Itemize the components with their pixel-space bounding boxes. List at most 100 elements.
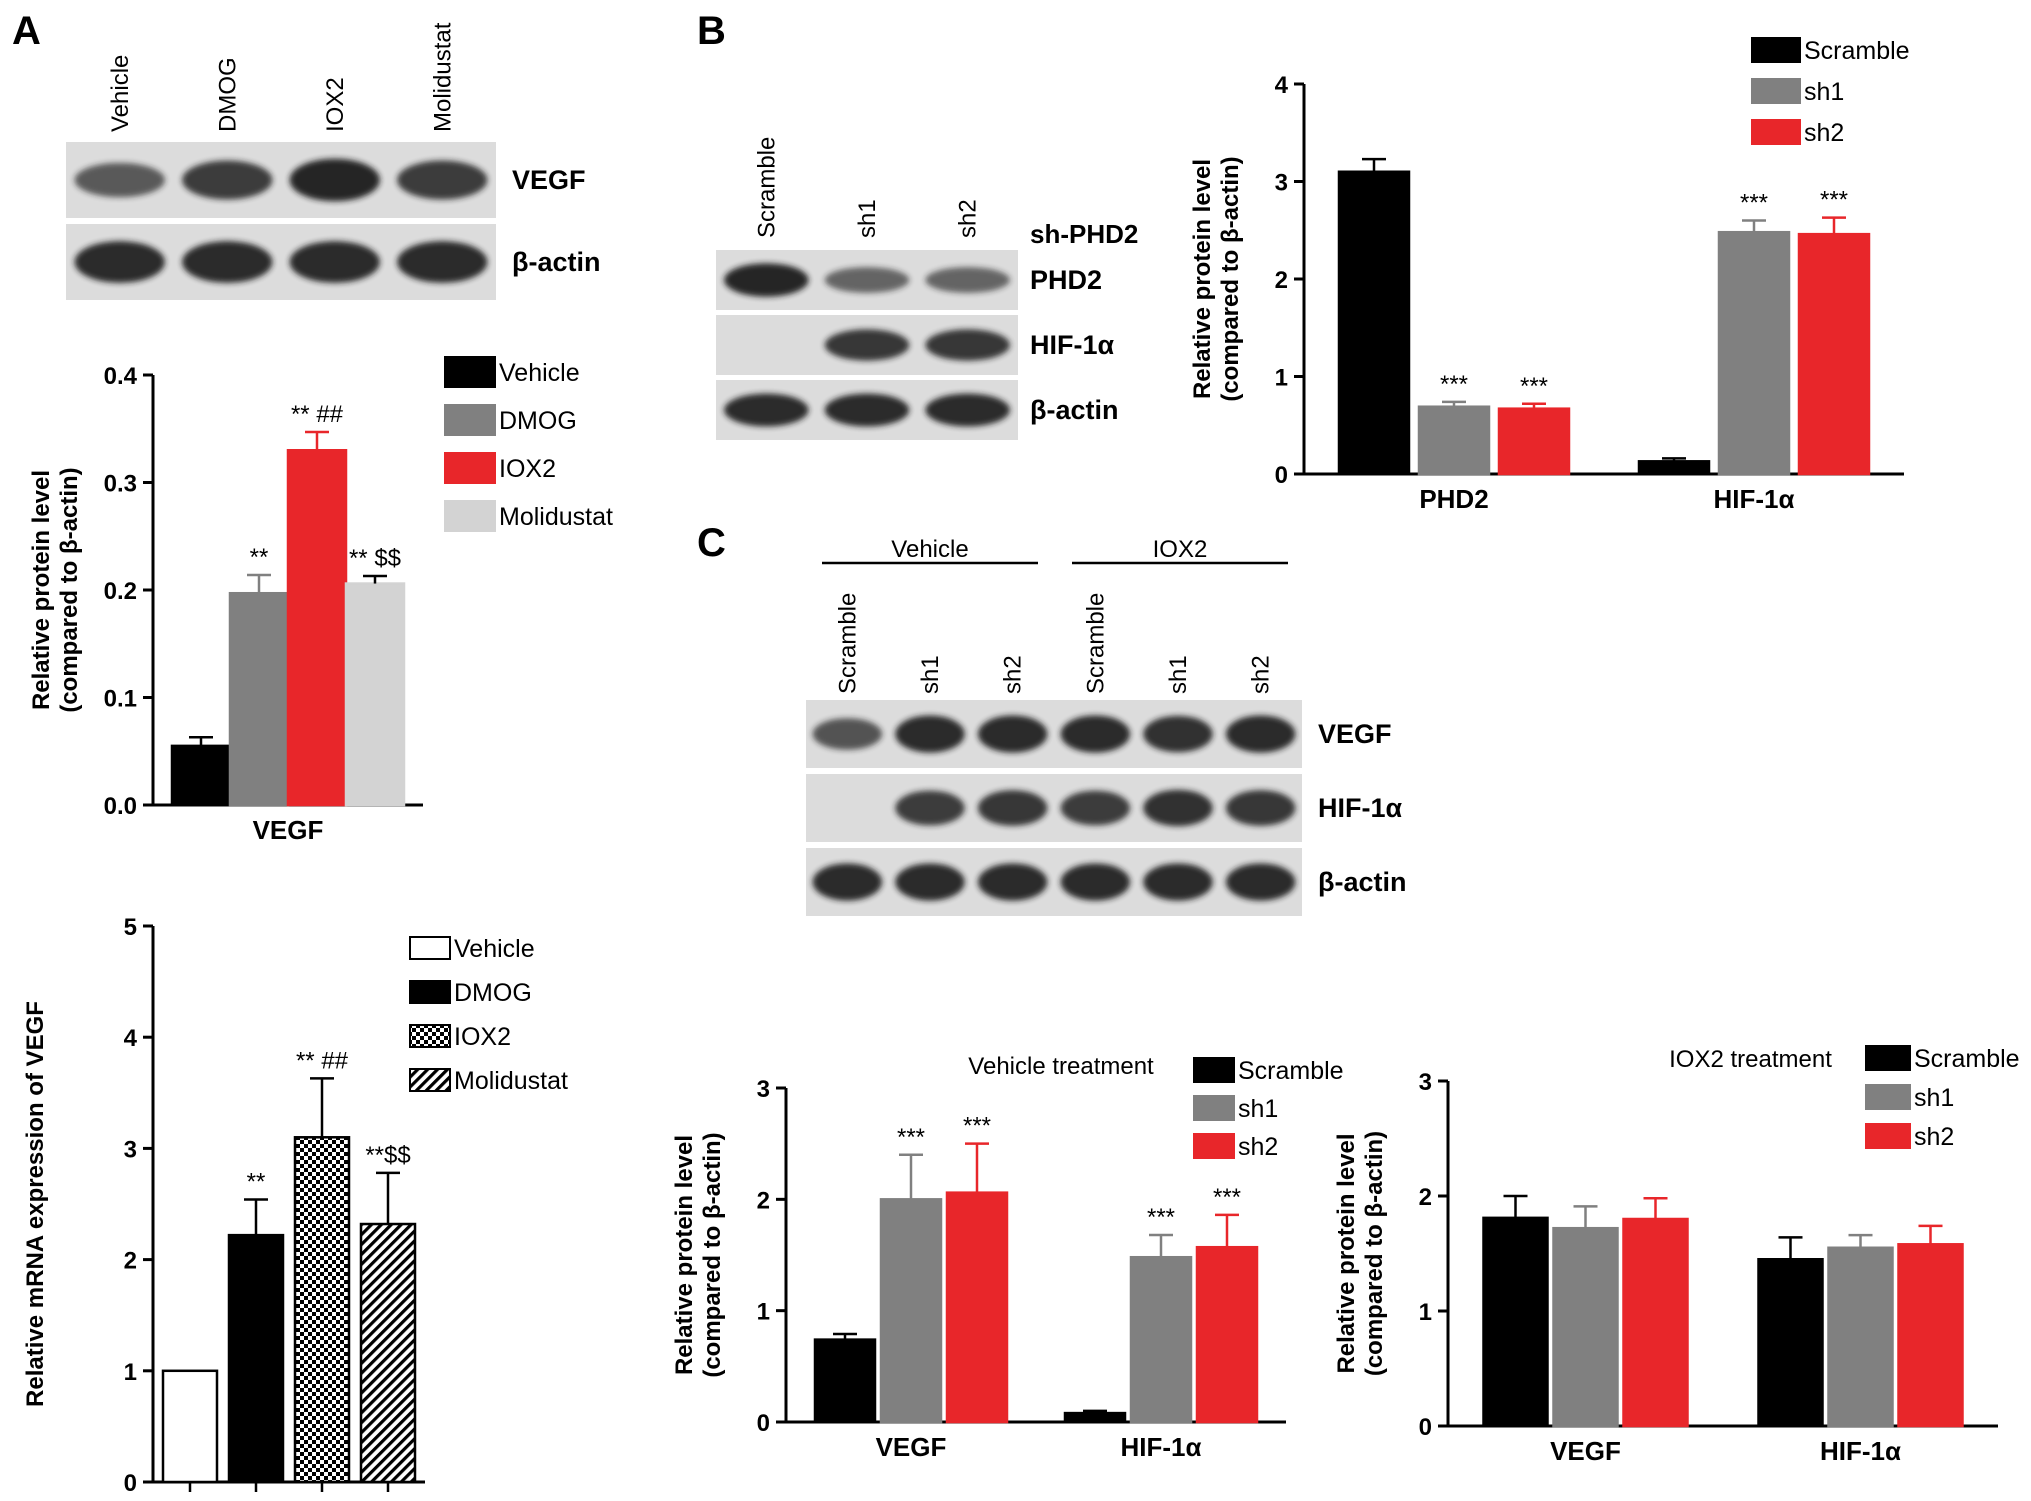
- blot-band: [1225, 715, 1296, 753]
- bar: [359, 1222, 417, 1484]
- legend: Scramble sh1 sh2: [1865, 1045, 2020, 1151]
- significance-label: ***: [1213, 1184, 1241, 1211]
- bar: [1552, 1226, 1619, 1428]
- blot-group-label: IOX2: [1153, 536, 1208, 563]
- y-tick-label: 0.2: [104, 578, 137, 605]
- blot-band: [1060, 790, 1131, 826]
- legend-label: sh1: [1804, 78, 1844, 106]
- blot-row-label: VEGF: [512, 165, 586, 195]
- blot-row-label: HIF-1α: [1318, 793, 1403, 823]
- blot-lane-label: sh1: [917, 655, 944, 694]
- y-tick-label: 0: [757, 1410, 770, 1437]
- significance-label: ***: [1740, 190, 1768, 217]
- bar: [1129, 1255, 1193, 1424]
- y-tick-label: 3: [1275, 170, 1288, 197]
- y-tick-label: 1: [1419, 1299, 1432, 1326]
- chart-B-protein: 0 1 2 3 4 Relative protein level (compared to …: [1189, 37, 1910, 514]
- y-axis-label: Relative protein level (compared to β-act…: [1333, 1131, 1388, 1376]
- y-tick-label: 0: [1275, 462, 1288, 489]
- legend-swatch: [409, 936, 451, 960]
- y-tick-label: 1: [124, 1359, 137, 1386]
- legend-label: Scramble: [1914, 1045, 2020, 1073]
- bar: [228, 591, 290, 807]
- legend-label: sh2: [1914, 1123, 1954, 1151]
- bar: [161, 1369, 219, 1484]
- y-axis-label-line: (compared to β-actin): [1361, 1131, 1388, 1376]
- x-category-label: VEGF: [253, 815, 324, 845]
- legend-label: Scramble: [1238, 1057, 1344, 1085]
- bar: [286, 449, 348, 807]
- blot-band: [925, 329, 1010, 361]
- blot-lane-label: Scramble: [1082, 593, 1109, 694]
- bar: [1063, 1411, 1127, 1424]
- x-category-label: VEGF: [1550, 1436, 1621, 1466]
- y-axis-label: Relative mRNA expression of VEGF: [22, 1001, 49, 1407]
- legend-swatch: [1751, 119, 1801, 145]
- legend-label: Vehicle: [454, 935, 535, 963]
- significance-label: ** ##: [296, 1047, 349, 1074]
- blot-lane-label: sh2: [955, 199, 982, 238]
- significance-label: ** ##: [291, 401, 344, 428]
- legend: Scramble sh1 sh2: [1193, 1057, 1344, 1161]
- legend-swatch: [409, 980, 451, 1004]
- blot-band: [397, 241, 488, 283]
- blot-row-label: β-actin: [1318, 867, 1407, 897]
- blot-band: [1143, 715, 1213, 753]
- y-axis-label-line: Relative mRNA expression of VEGF: [22, 1001, 49, 1407]
- legend-label: IOX2: [454, 1023, 511, 1051]
- x-category-label: HIF-1α: [1714, 484, 1795, 514]
- x-category-label: PHD2: [1419, 484, 1488, 514]
- blot-band: [74, 162, 165, 198]
- legend-label: IOX2: [499, 455, 556, 483]
- significance-label: ***: [1147, 1204, 1175, 1231]
- y-tick-label: 1: [757, 1299, 770, 1326]
- legend-label: Vehicle: [499, 359, 580, 387]
- legend-swatch: [409, 1024, 451, 1048]
- y-axis-label-line: (compared to β-actin): [1217, 156, 1244, 401]
- blot-band: [977, 790, 1048, 826]
- bar: [1337, 170, 1411, 476]
- legend-swatch: [444, 500, 496, 532]
- y-tick-label: 2: [1275, 267, 1288, 294]
- legend-swatch: [444, 404, 496, 436]
- blot-band: [1143, 863, 1213, 901]
- blot-band: [1143, 789, 1213, 827]
- bar: [945, 1191, 1009, 1424]
- blot-row-label: β-actin: [1030, 395, 1119, 425]
- blot-row-label: PHD2: [1030, 265, 1102, 295]
- blot-lane-label: Scramble: [834, 593, 861, 694]
- x-category-label: HIF-1α: [1121, 1432, 1202, 1462]
- blot-band: [812, 863, 883, 901]
- significance-label: ***: [963, 1113, 991, 1140]
- blot-strip: [806, 700, 1302, 768]
- bar: [344, 582, 406, 807]
- legend-swatch: [1193, 1133, 1235, 1159]
- significance-label: ** $$: [349, 545, 401, 572]
- bar: [879, 1198, 943, 1424]
- bar: [1827, 1246, 1894, 1428]
- blot-header: sh-PHD2: [1030, 219, 1138, 249]
- blot-band: [1225, 863, 1296, 901]
- y-axis-label-line: Relative protein level: [28, 470, 55, 710]
- y-tick-label: 4: [1275, 72, 1289, 99]
- y-tick-label: 3: [1419, 1069, 1432, 1096]
- legend-swatch: [444, 356, 496, 388]
- blot-c: Scramble sh1 sh2 Scramble sh1 sh2 VEGF HIF-1α β-…: [806, 536, 1407, 916]
- y-tick-label: 2: [757, 1187, 770, 1214]
- y-tick-label: 3: [757, 1076, 770, 1103]
- blot-a: Vehicle DMOG IOX2 Molidustat VEGF β-actin: [66, 22, 601, 300]
- blot-band: [289, 241, 380, 283]
- legend-swatch: [1865, 1084, 1911, 1110]
- blot-band: [74, 241, 165, 283]
- y-axis-label-line: Relative protein level: [1189, 159, 1216, 399]
- blot-lane-label: sh1: [854, 199, 881, 238]
- chart-title: Vehicle treatment: [968, 1053, 1154, 1080]
- chart-A-protein: 0.0 0.1 0.2 0.3 0.4 Relative protein level (co…: [28, 356, 613, 845]
- legend-label: sh1: [1238, 1095, 1278, 1123]
- blot-row-label: β-actin: [512, 247, 601, 277]
- legend-swatch: [1751, 37, 1801, 63]
- legend-label: DMOG: [499, 407, 577, 435]
- blot-lane-label: IOX2: [322, 77, 349, 132]
- legend-swatch: [444, 452, 496, 484]
